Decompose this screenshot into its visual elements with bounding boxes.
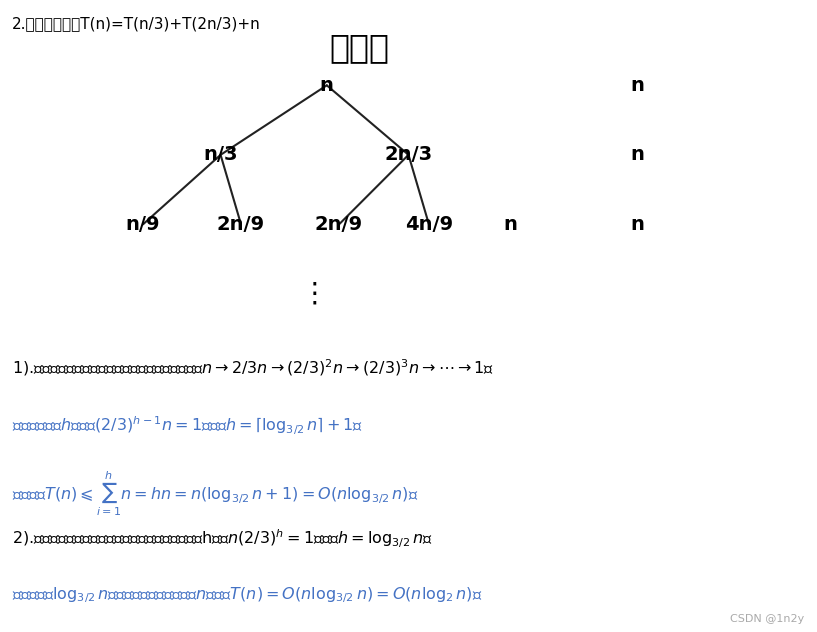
Text: 即递归树有$\log_{3/2} n$层，每层结点的数值和为$n$，所以$T(n)=O\left(n\log_{3/2} n\right)=O\left(n\l: 即递归树有$\log_{3/2} n$层，每层结点的数值和为$n$，所以$T(n… xyxy=(12,585,483,605)
Text: n: n xyxy=(631,145,644,164)
Text: n: n xyxy=(320,76,333,95)
Text: CSDN @1n2y: CSDN @1n2y xyxy=(730,614,805,624)
Text: n: n xyxy=(631,76,644,95)
Text: n: n xyxy=(631,215,644,234)
Text: 所以有：$T(n) \leqslant \sum_{i=1}^{h} n = hn = n\left(\log_{3/2} n+1\right) = O\lef: 所以有：$T(n) \leqslant \sum_{i=1}^{h} n = h… xyxy=(12,469,418,518)
Text: ⋮: ⋮ xyxy=(301,280,328,308)
Text: 递归树: 递归树 xyxy=(329,32,390,64)
Text: 2.求解递推方程T(n)=T(n/3)+T(2n/3)+n: 2.求解递推方程T(n)=T(n/3)+T(2n/3)+n xyxy=(12,16,261,31)
Text: 2n/3: 2n/3 xyxy=(385,145,432,164)
Text: 4n/9: 4n/9 xyxy=(405,215,453,234)
Text: n/3: n/3 xyxy=(203,145,238,164)
Text: 2n/9: 2n/9 xyxy=(217,215,265,234)
Text: 2n/9: 2n/9 xyxy=(315,215,363,234)
Text: 2).也即考虑最坏情况，即右边的最长路径，设长为h，有$n(2/3)^h=1$，求出$h=\log_{3/2} n$，: 2).也即考虑最坏情况，即右边的最长路径，设长为h，有$n(2/3)^h=1$，… xyxy=(12,528,433,550)
Text: 1).对于此递归树，从根到叶子结点的最长路径是：$n \rightarrow 2/3n \rightarrow (2/3)^2n \rightarrow (2/: 1).对于此递归树，从根到叶子结点的最长路径是：$n \rightarrow 2… xyxy=(12,357,494,378)
Text: n: n xyxy=(504,215,517,234)
Text: n/9: n/9 xyxy=(126,215,160,234)
Text: 设最长路径是$h$，则有$(2/3)^{h-1}n=1$，得到$h=\lceil \log_{3/2} n \rceil+1$，: 设最长路径是$h$，则有$(2/3)^{h-1}n=1$，得到$h=\lceil… xyxy=(12,414,364,437)
